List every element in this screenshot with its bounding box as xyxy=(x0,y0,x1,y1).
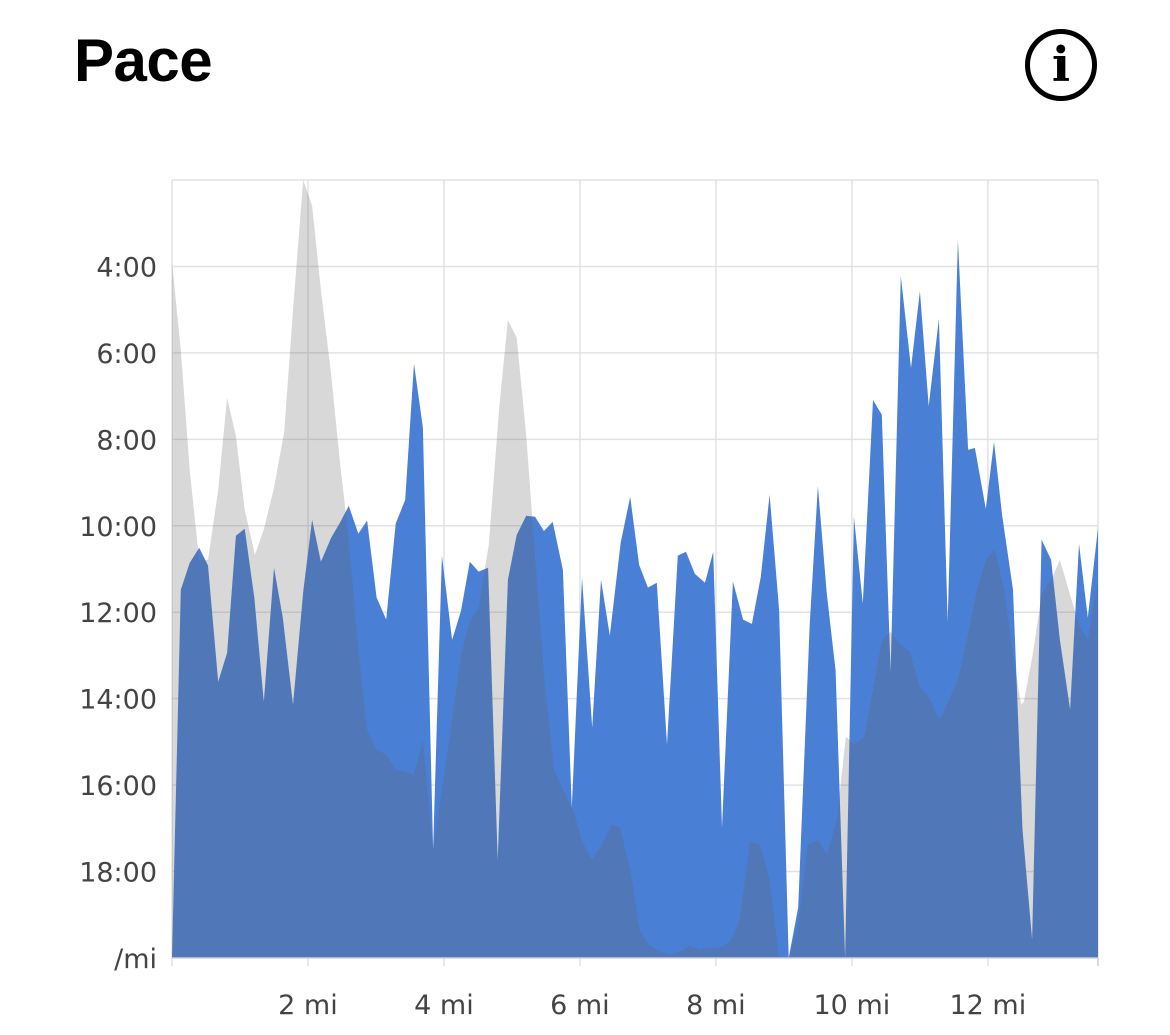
y-tick-label: 16:00 xyxy=(79,771,157,802)
info-glyph: i xyxy=(1051,37,1071,93)
x-tick-label: 2 mi xyxy=(278,990,338,1021)
y-tick-label: 10:00 xyxy=(79,512,157,543)
x-tick-label: 12 mi xyxy=(949,990,1026,1021)
x-tick-label: 8 mi xyxy=(686,990,746,1021)
area-series-comparison xyxy=(172,180,1098,958)
x-tick-label: 6 mi xyxy=(550,990,610,1021)
y-tick-label: 6:00 xyxy=(96,339,157,370)
chart-title: Pace xyxy=(74,27,213,94)
area-series-pace xyxy=(172,240,1098,959)
y-tick-label: /mi xyxy=(114,944,157,975)
y-tick-label: 18:00 xyxy=(79,858,157,889)
y-tick-label: 14:00 xyxy=(79,685,157,716)
y-tick-label: 4:00 xyxy=(96,252,157,283)
y-tick-label: 12:00 xyxy=(79,598,157,629)
info-circle-icon[interactable]: i xyxy=(1025,29,1097,101)
x-tick-label: 10 mi xyxy=(814,990,891,1021)
x-tick-label: 4 mi xyxy=(414,990,474,1021)
y-tick-label: 8:00 xyxy=(96,425,157,456)
